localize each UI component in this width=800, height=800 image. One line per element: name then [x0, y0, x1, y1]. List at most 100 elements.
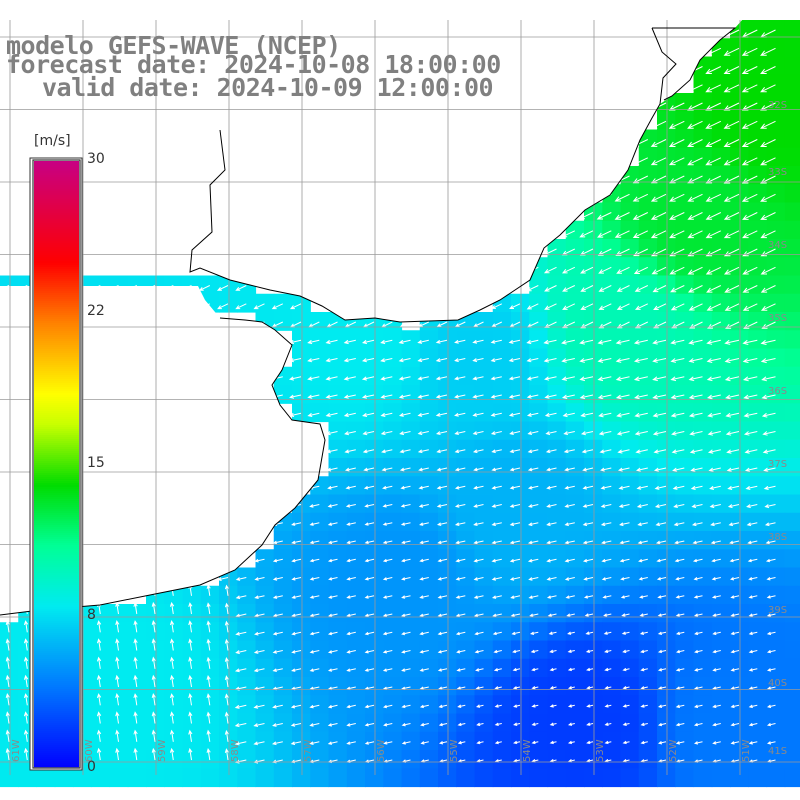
- wind-arrow: [169, 747, 175, 761]
- wind-arrow: [635, 467, 648, 472]
- colorbar-segment: [34, 355, 79, 358]
- field-cell: [419, 640, 439, 660]
- field-cell: [328, 658, 348, 678]
- wind-arrow: [380, 394, 393, 399]
- colorbar-segment: [34, 555, 79, 558]
- field-cell: [328, 348, 348, 368]
- field-cell: [565, 293, 585, 313]
- field-cell: [529, 421, 549, 441]
- field-cell: [529, 531, 549, 550]
- wind-arrow: [675, 668, 685, 672]
- colorbar-segment: [34, 639, 79, 642]
- field-cell: [419, 348, 439, 368]
- field-cell: [91, 768, 111, 788]
- colorbar-segment: [34, 379, 79, 382]
- wind-arrow: [309, 504, 320, 508]
- field-cell: [584, 385, 603, 404]
- field-cell: [292, 750, 311, 769]
- field-cell: [365, 494, 384, 514]
- wind-arrow: [693, 595, 703, 599]
- wind-arrow: [705, 66, 722, 74]
- field-cell: [346, 458, 366, 477]
- wind-arrow: [473, 577, 484, 581]
- field-cell: [693, 293, 713, 313]
- wind-arrow: [361, 394, 375, 399]
- field-cell: [401, 567, 421, 587]
- colorbar-segment: [34, 719, 79, 722]
- wind-arrow: [615, 339, 630, 345]
- wind-arrow: [272, 723, 283, 727]
- field-cell: [310, 549, 330, 569]
- lon-label-56w: 56W: [376, 739, 387, 762]
- field-cell: [383, 695, 403, 715]
- field-cell: [365, 640, 384, 660]
- colorbar-segment: [34, 247, 79, 250]
- field-cell: [675, 257, 695, 277]
- field-cell: [146, 677, 165, 696]
- colorbar-segment: [34, 511, 79, 514]
- wind-arrow: [346, 631, 356, 636]
- wind-arrow: [708, 467, 721, 472]
- field-cell: [766, 293, 786, 313]
- colorbar-segment: [34, 235, 79, 238]
- colorbar-segment: [34, 429, 79, 432]
- wind-arrow: [382, 631, 393, 636]
- field-cell: [310, 750, 330, 769]
- field-cell: [547, 421, 567, 441]
- field-cell: [748, 567, 768, 587]
- field-cell: [693, 567, 713, 587]
- lon-label-55w: 55W: [449, 739, 460, 762]
- colorbar-segment: [34, 239, 79, 242]
- field-cell: [383, 750, 403, 769]
- field-cell: [638, 330, 658, 350]
- wind-arrow: [234, 668, 247, 673]
- wind-arrow: [764, 522, 776, 527]
- field-cell: [474, 421, 494, 441]
- field-cell: [328, 695, 348, 715]
- field-cell: [565, 677, 585, 696]
- field-cell: [401, 348, 421, 368]
- wind-arrow: [96, 711, 102, 724]
- field-cell: [237, 293, 257, 313]
- field-cell: [438, 549, 457, 569]
- colorbar-segment: [34, 443, 79, 446]
- wind-arrow: [690, 467, 703, 472]
- wind-arrow: [364, 631, 375, 636]
- wind-arrow: [727, 485, 740, 490]
- wind-arrow: [346, 704, 356, 709]
- field-cell: [529, 494, 549, 514]
- field-cell: [693, 531, 713, 550]
- field-cell: [638, 220, 658, 240]
- wind-arrow: [325, 376, 338, 381]
- colorbar-segment: [34, 451, 79, 454]
- wind-arrow: [472, 358, 484, 363]
- field-cell: [529, 640, 549, 660]
- field-cell: [711, 458, 731, 477]
- colorbar-segment: [34, 273, 79, 276]
- colorbar-segment: [34, 375, 79, 378]
- colorbar-segment: [34, 653, 79, 656]
- wind-arrow: [531, 722, 539, 726]
- wind-arrow: [509, 558, 521, 563]
- field-cell: [109, 695, 129, 715]
- wind-arrow: [764, 504, 776, 509]
- wind-arrow: [565, 595, 575, 599]
- wind-arrow: [475, 686, 484, 690]
- wind-arrow: [328, 540, 338, 545]
- field-cell: [748, 768, 768, 788]
- field-cell: [766, 549, 786, 569]
- field-cell: [675, 458, 695, 477]
- field-cell: [748, 512, 768, 532]
- wind-arrow: [325, 394, 338, 399]
- wind-arrow: [549, 704, 557, 708]
- field-cell: [419, 421, 439, 441]
- colorbar-segment: [34, 711, 79, 714]
- field-cell: [638, 275, 658, 295]
- field-cell: [273, 531, 293, 550]
- field-cell: [784, 604, 800, 623]
- field-cell: [383, 713, 403, 733]
- field-cell: [365, 713, 384, 733]
- wind-arrow: [675, 595, 685, 599]
- wind-arrow: [309, 558, 320, 563]
- wind-arrow: [526, 358, 539, 363]
